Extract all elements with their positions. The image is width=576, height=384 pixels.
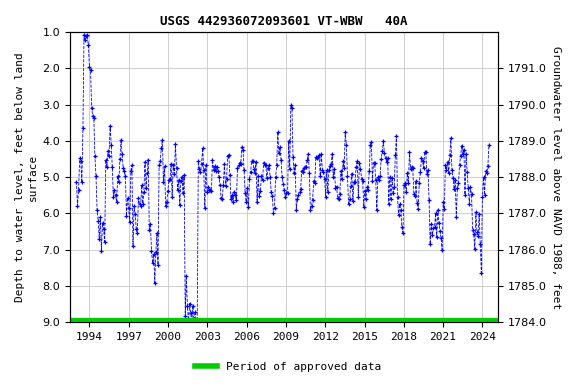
Y-axis label: Groundwater level above NAVD 1988, feet: Groundwater level above NAVD 1988, feet (551, 46, 561, 309)
Title: USGS 442936072093601 VT-WBW   40A: USGS 442936072093601 VT-WBW 40A (160, 15, 408, 28)
Y-axis label: Depth to water level, feet below land
surface: Depth to water level, feet below land su… (15, 52, 38, 302)
Legend: Period of approved data: Period of approved data (191, 358, 385, 377)
